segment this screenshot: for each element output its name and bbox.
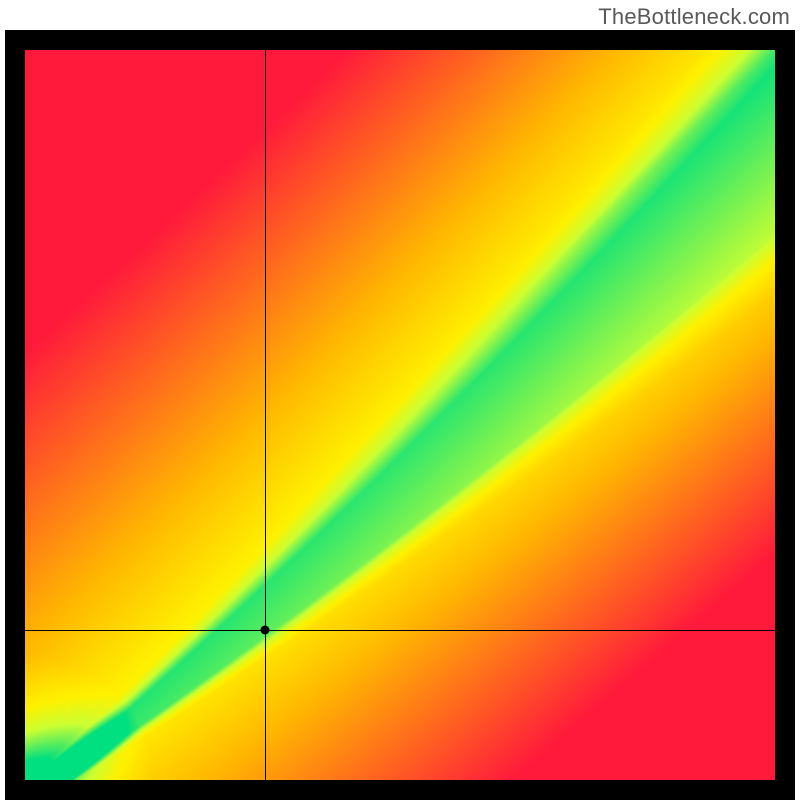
crosshair-vertical	[265, 50, 266, 780]
chart-frame	[5, 30, 795, 800]
chart-container: TheBottleneck.com	[0, 0, 800, 800]
crosshair-horizontal	[25, 630, 775, 631]
heatmap-area	[25, 50, 775, 780]
crosshair-marker	[261, 626, 270, 635]
watermark-text: TheBottleneck.com	[598, 4, 790, 30]
heatmap-canvas	[25, 50, 775, 780]
